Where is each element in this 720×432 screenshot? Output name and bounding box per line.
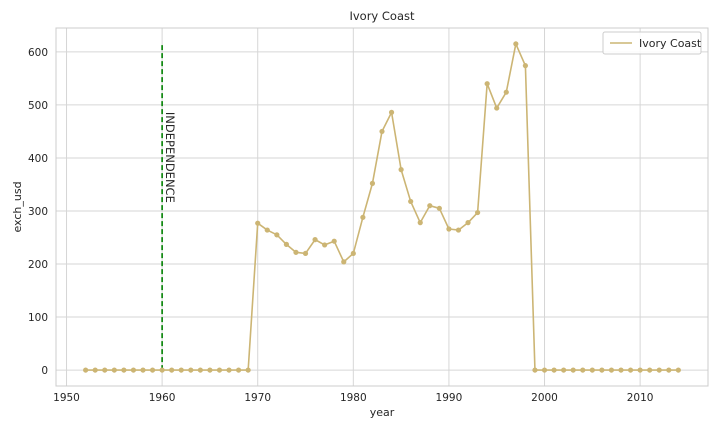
data-point [140, 367, 146, 373]
x-tick-label: 1960 [149, 392, 176, 404]
data-point [522, 63, 529, 69]
data-point [121, 367, 127, 373]
legend-entry-label: Ivory Coast [639, 37, 702, 50]
data-point [226, 367, 232, 373]
data-point [322, 242, 328, 248]
y-tick-label: 100 [28, 312, 48, 324]
data-point [92, 367, 98, 373]
data-point [455, 227, 462, 233]
data-point [647, 367, 653, 373]
data-point [216, 367, 223, 373]
y-tick-label: 600 [28, 47, 48, 59]
data-point [561, 367, 567, 373]
annotation-layer: INDEPENDENCE [161, 43, 177, 371]
plot-area-frame [55, 27, 709, 387]
y-tick-label: 500 [28, 100, 48, 112]
data-point [532, 367, 538, 373]
data-point [417, 220, 423, 226]
x-tick-label: 1950 [53, 392, 80, 404]
data-point [283, 241, 289, 247]
independence-label: INDEPENDENCE [163, 112, 177, 203]
data-point [264, 227, 270, 233]
data-point [513, 41, 519, 47]
data-point [207, 367, 213, 373]
y-tick-label: 300 [28, 206, 48, 218]
data-point [130, 367, 137, 373]
data-point [83, 367, 89, 373]
data-point [446, 226, 452, 232]
data-point [465, 220, 471, 226]
data-point [637, 367, 643, 373]
data-point [274, 232, 280, 238]
data-point [666, 367, 672, 373]
data-point [427, 203, 433, 209]
y-tick-label: 400 [28, 153, 48, 165]
x-tick-label: 1970 [244, 392, 271, 404]
data-point [369, 180, 376, 186]
data-point [627, 367, 634, 373]
data-point [551, 367, 557, 373]
data-point [589, 367, 595, 373]
data-point [541, 367, 548, 373]
data-point [484, 81, 490, 87]
data-point [235, 367, 242, 373]
data-point [159, 367, 165, 373]
x-tick-label: 2010 [627, 392, 654, 404]
data-point [580, 367, 586, 373]
data-point [341, 259, 347, 265]
data-point [111, 367, 117, 373]
data-point [197, 367, 203, 373]
data-point [331, 238, 337, 244]
data-point [245, 367, 251, 373]
data-point [178, 367, 184, 373]
data-point [475, 209, 481, 216]
data-point [360, 214, 366, 220]
data-point [302, 250, 309, 257]
data-point [494, 105, 500, 111]
data-point [169, 367, 175, 373]
data-point [675, 367, 681, 373]
data-point [408, 198, 414, 205]
legend: Ivory Coast [602, 31, 702, 55]
data-point [656, 367, 662, 373]
data-point [398, 167, 404, 173]
y-axis-label: exch_usd [11, 181, 24, 232]
series-layer [83, 41, 681, 373]
data-point [312, 237, 318, 243]
y-tick-label: 200 [28, 259, 48, 271]
data-point [599, 367, 605, 373]
legend-box [602, 31, 702, 55]
data-point [570, 367, 576, 373]
data-point [188, 367, 194, 373]
data-point [608, 367, 615, 373]
data-point [618, 367, 624, 373]
x-tick-label: 2000 [531, 392, 558, 404]
tick-labels: 1950 1960 1970 1980 1990 2000 2010 0 100 200 300 40… [28, 47, 654, 404]
data-point [149, 367, 156, 373]
data-point [436, 205, 442, 211]
x-tick-label: 1990 [436, 392, 463, 404]
grid-lines [56, 28, 708, 386]
x-tick-label: 1980 [340, 392, 367, 404]
data-point [503, 89, 509, 95]
data-point [379, 128, 385, 135]
data-point [388, 109, 395, 115]
x-axis-label: year [370, 406, 395, 419]
data-point [293, 249, 299, 255]
chart-title: Ivory Coast [349, 9, 415, 23]
data-point [350, 250, 356, 257]
y-tick-label: 0 [41, 365, 48, 377]
data-point [255, 220, 261, 226]
data-point [102, 367, 108, 373]
